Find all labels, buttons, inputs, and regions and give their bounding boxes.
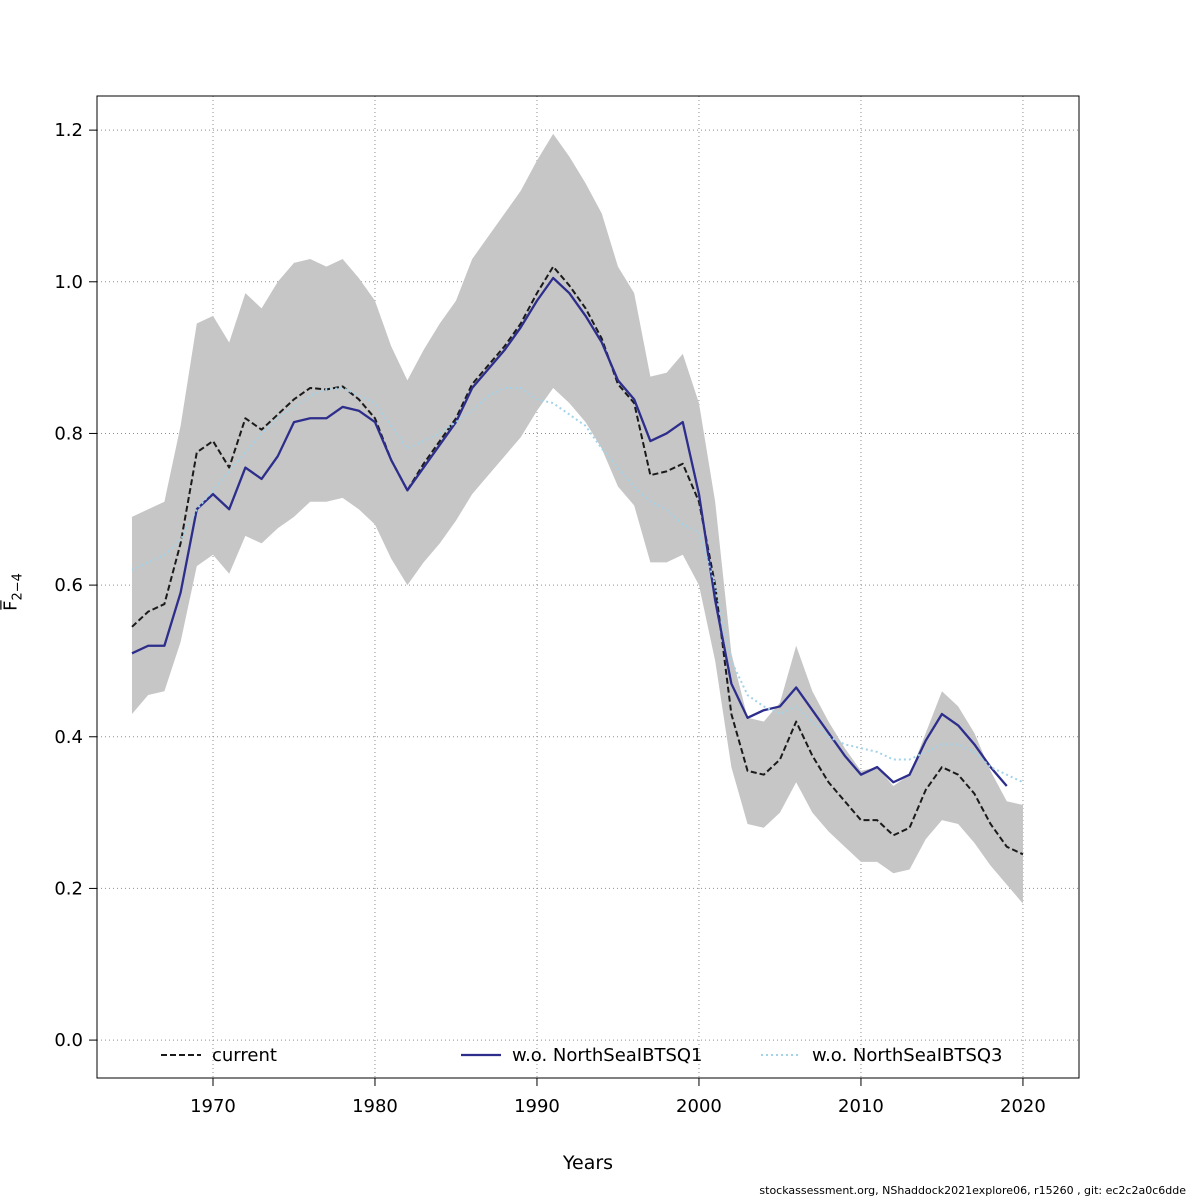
wo-northsea-ibtsq1-line-sample-icon	[461, 1053, 501, 1057]
svg-text:0.6: 0.6	[54, 575, 83, 596]
svg-text:1.2: 1.2	[54, 120, 83, 141]
svg-text:1980: 1980	[352, 1096, 398, 1117]
svg-text:0.4: 0.4	[54, 727, 83, 748]
x-axis-label: Years	[562, 1152, 614, 1174]
legend-label-wo-northsea-ibtsq3: w.o. NorthSeaIBTSQ3	[812, 1044, 1003, 1066]
y-axis-label-subscript: 2−4	[10, 573, 26, 601]
y-axis-label-base: F̅	[0, 600, 22, 611]
wo-northsea-ibtsq3-line-sample-icon	[761, 1054, 801, 1056]
chart-legend: current w.o. NorthSeaIBTSQ1 w.o. NorthSe…	[160, 1040, 1060, 1070]
legend-item-wo-northsea-ibtsq1: w.o. NorthSeaIBTSQ1	[460, 1045, 703, 1066]
y-axis-label: F̅2−4	[1, 573, 26, 611]
legend-label-current: current	[212, 1044, 277, 1066]
svg-text:2000: 2000	[676, 1096, 722, 1117]
svg-text:1990: 1990	[514, 1096, 560, 1117]
legend-label-wo-northsea-ibtsq1: w.o. NorthSeaIBTSQ1	[512, 1044, 703, 1066]
svg-text:1970: 1970	[190, 1096, 236, 1117]
current-line-sample-icon	[161, 1054, 201, 1056]
svg-text:0.8: 0.8	[54, 423, 83, 444]
svg-text:0.0: 0.0	[54, 1030, 83, 1051]
svg-text:2010: 2010	[838, 1096, 884, 1117]
legend-item-current: current	[160, 1045, 277, 1066]
svg-text:1.0: 1.0	[54, 272, 83, 293]
svg-text:0.2: 0.2	[54, 878, 83, 899]
legend-item-wo-northsea-ibtsq3: w.o. NorthSeaIBTSQ3	[760, 1045, 1003, 1066]
provenance-footer: stockassessment.org, NShaddock2021explor…	[759, 1184, 1186, 1197]
svg-text:2020: 2020	[1000, 1096, 1046, 1117]
